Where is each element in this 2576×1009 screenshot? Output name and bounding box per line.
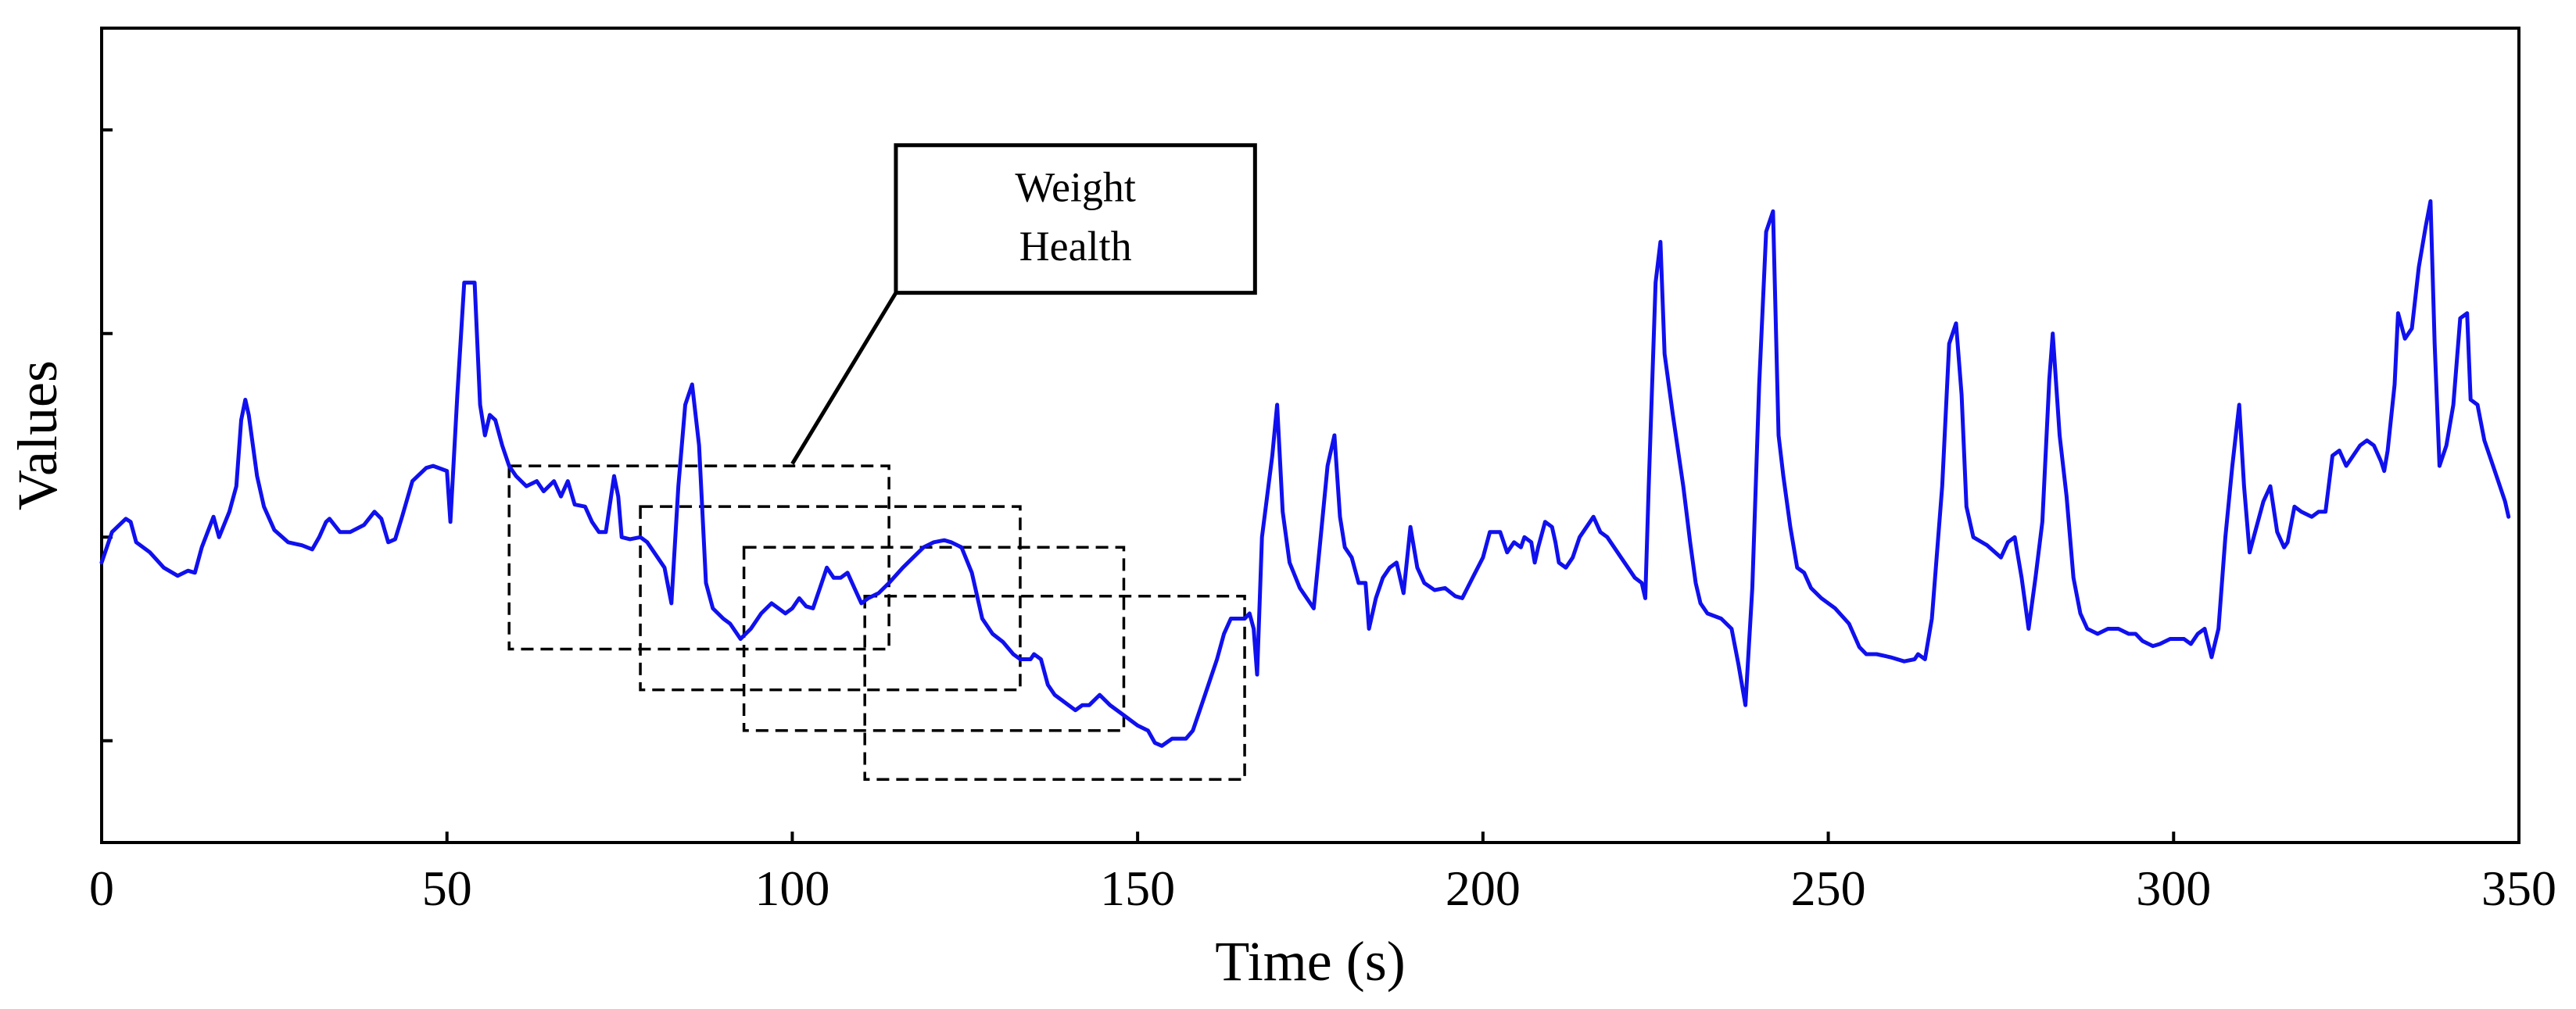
x-tick-label: 250 xyxy=(1791,861,1866,916)
sliding-windows xyxy=(507,464,1246,781)
x-ticks: 0 50 100 150 200 250 300 350 xyxy=(89,832,2556,916)
annotation: Weight Health xyxy=(790,143,1257,465)
sliding-window-1 xyxy=(507,464,890,651)
annotation-text-weight: Weight xyxy=(1015,164,1136,211)
signal-series-line xyxy=(99,199,2511,748)
y-axis-title: Values xyxy=(6,360,69,510)
x-tick-label: 150 xyxy=(1100,861,1175,916)
plot-area xyxy=(100,27,2520,844)
annotation-text-health: Health xyxy=(1019,223,1132,270)
x-tick-label: 0 xyxy=(89,861,114,916)
x-tick-label: 300 xyxy=(2136,861,2211,916)
sliding-window-4 xyxy=(863,595,1246,781)
sliding-window-2 xyxy=(639,505,1022,692)
x-tick-label: 100 xyxy=(754,861,829,916)
x-tick-label: 350 xyxy=(2481,861,2556,916)
x-axis-title: Time (s) xyxy=(1215,930,1405,993)
sliding-window-3 xyxy=(742,546,1126,732)
x-tick-label: 50 xyxy=(422,861,472,916)
x-tick-label: 200 xyxy=(1446,861,1521,916)
annotation-pointer xyxy=(790,292,898,465)
annotation-box xyxy=(894,143,1257,295)
